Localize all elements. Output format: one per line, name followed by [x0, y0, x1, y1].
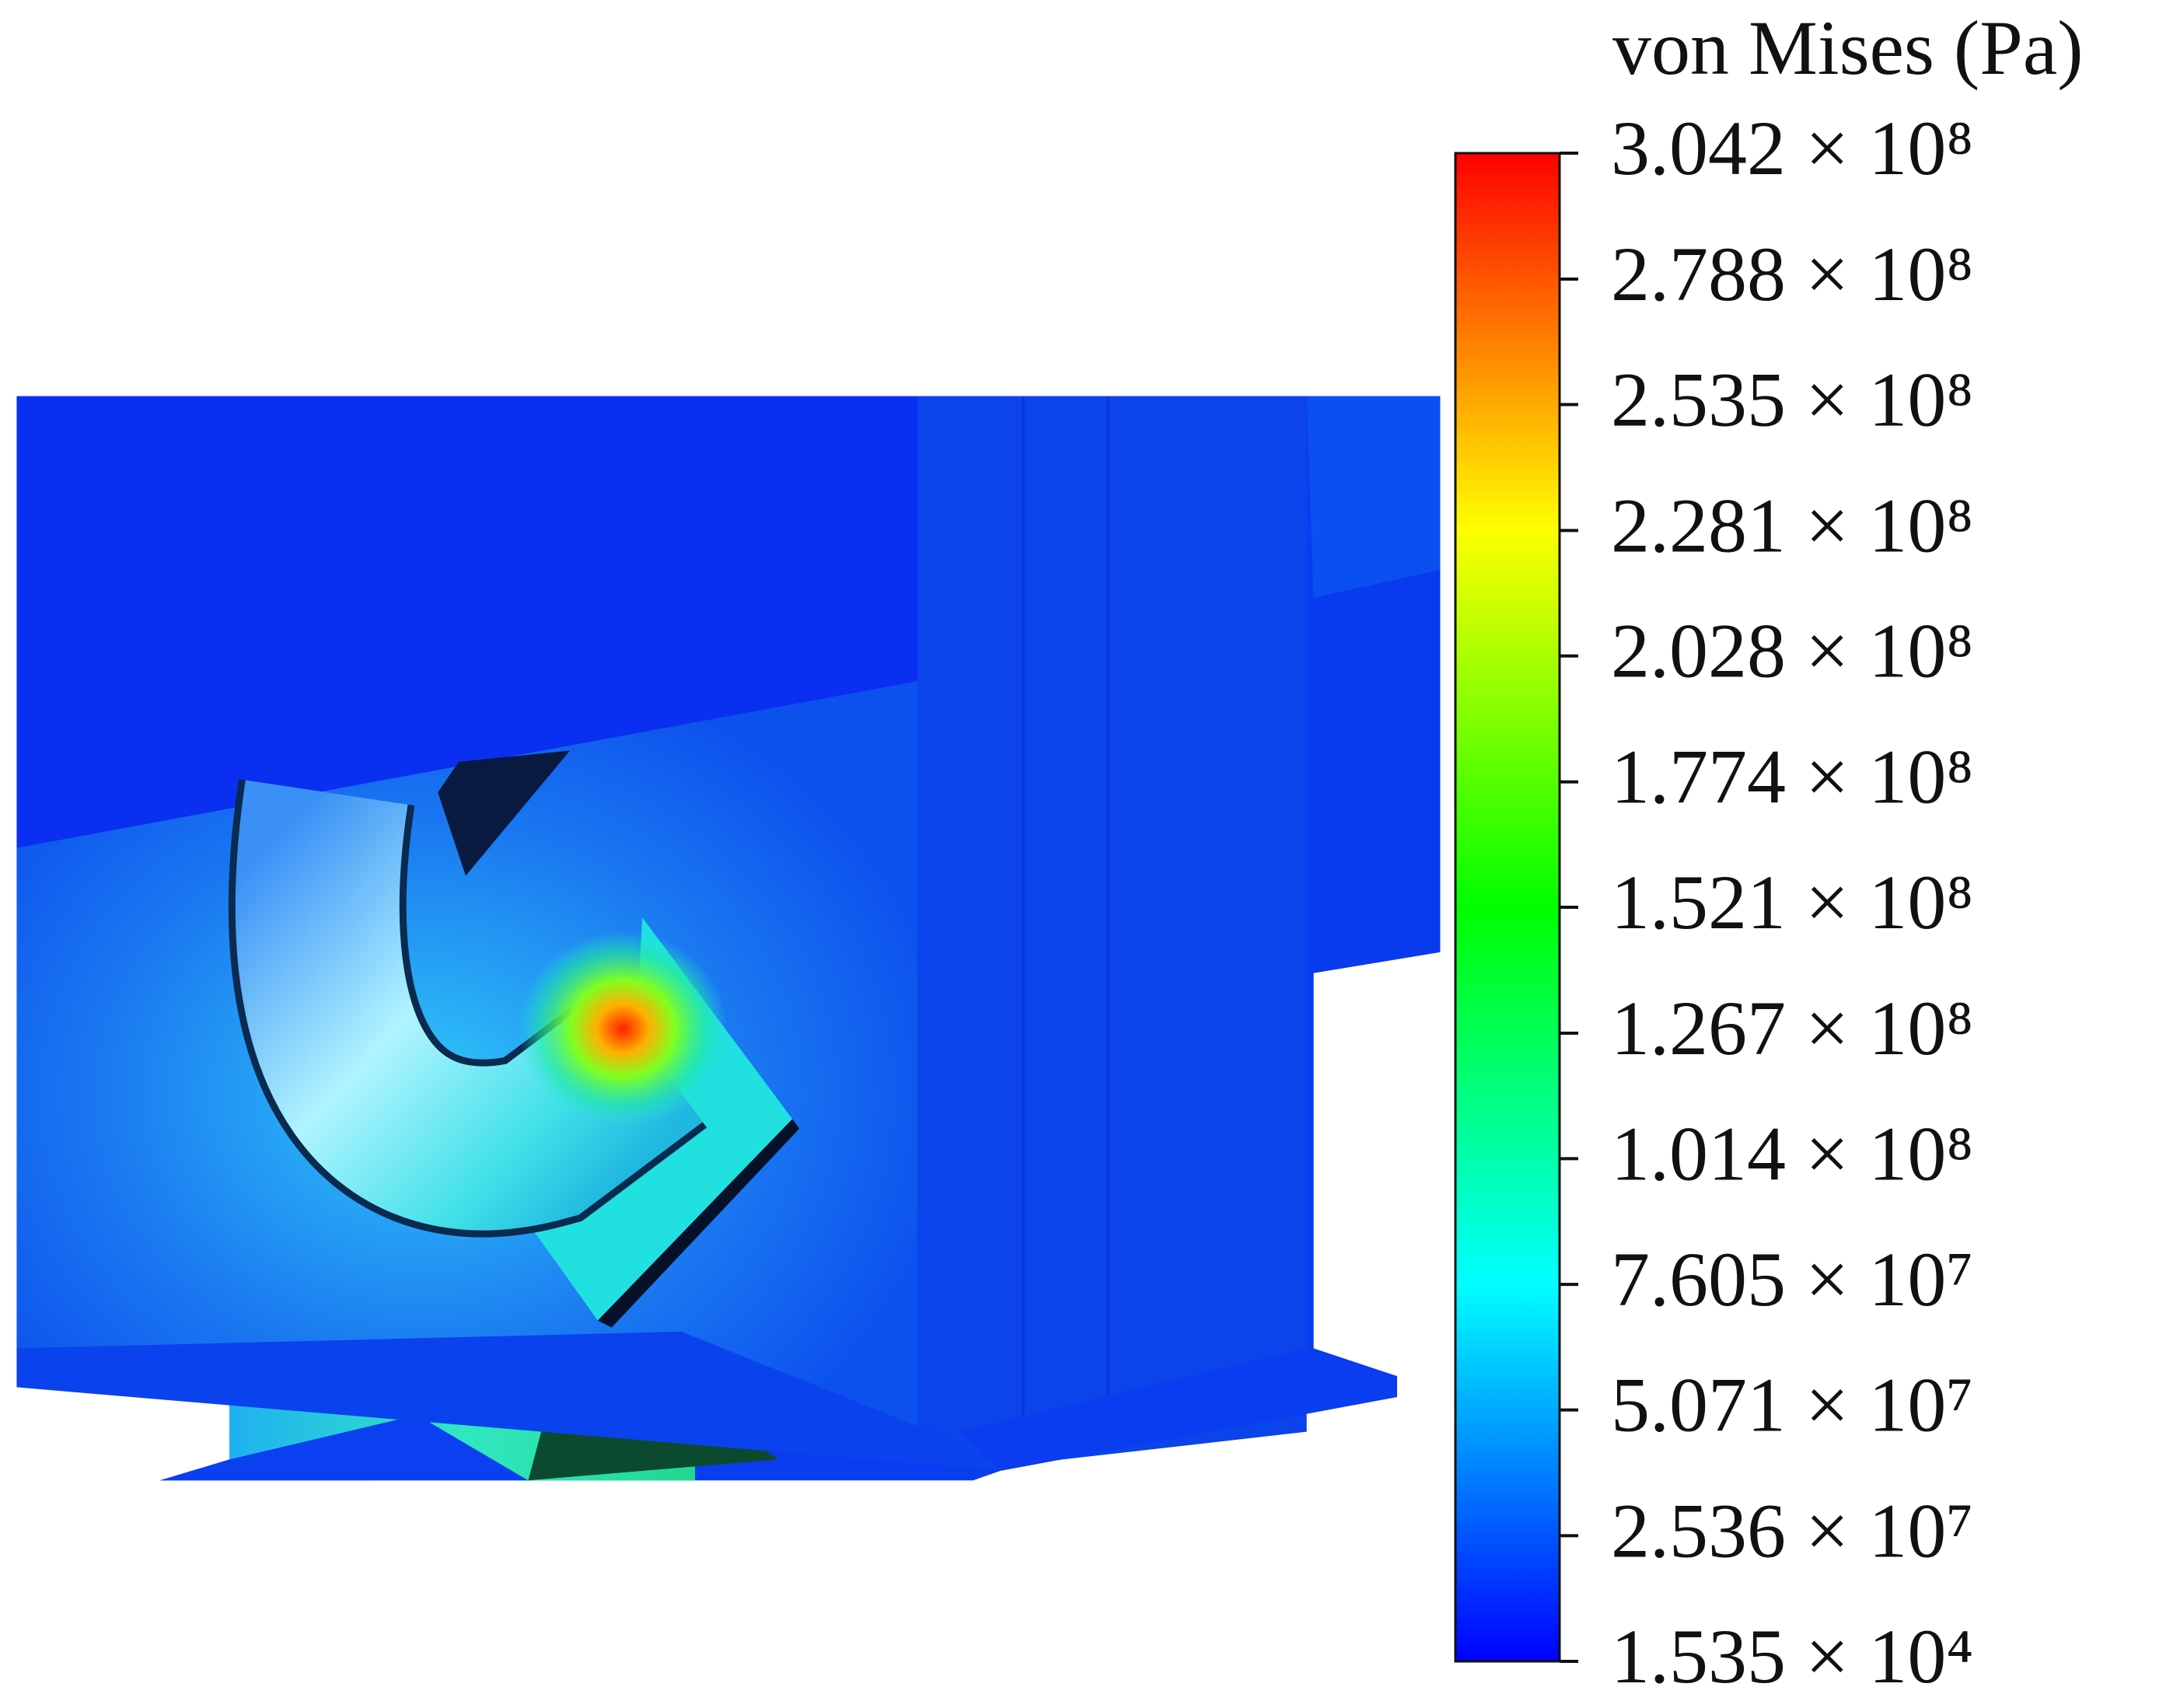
tick-label: 1.521 × 10⁸	[1611, 859, 1973, 945]
tick-label: 1.014 × 10⁸	[1611, 1110, 1973, 1196]
tick-label: 2.535 × 10⁸	[1611, 356, 1973, 442]
tick-label: 3.042 × 10⁸	[1611, 105, 1973, 191]
tick-label: 1.535 × 10⁴	[1611, 1613, 1973, 1699]
tick-label: 1.267 × 10⁸	[1611, 985, 1973, 1071]
tick-label: 2.281 × 10⁸	[1611, 482, 1973, 568]
tick-label: 5.071 × 10⁷	[1611, 1362, 1973, 1448]
colorbar-label: von Mises (Pa)	[1612, 5, 2084, 91]
tick-label: 2.788 × 10⁸	[1611, 231, 1973, 317]
tick-label: 1.774 × 10⁸	[1611, 734, 1973, 820]
tick-label: 2.028 × 10⁸	[1611, 608, 1973, 694]
colorbar	[1454, 152, 1561, 1663]
tick-label: 2.536 × 10⁷	[1611, 1487, 1973, 1574]
fea-render	[16, 396, 1441, 1481]
tick-label: 7.605 × 10⁷	[1611, 1236, 1973, 1322]
